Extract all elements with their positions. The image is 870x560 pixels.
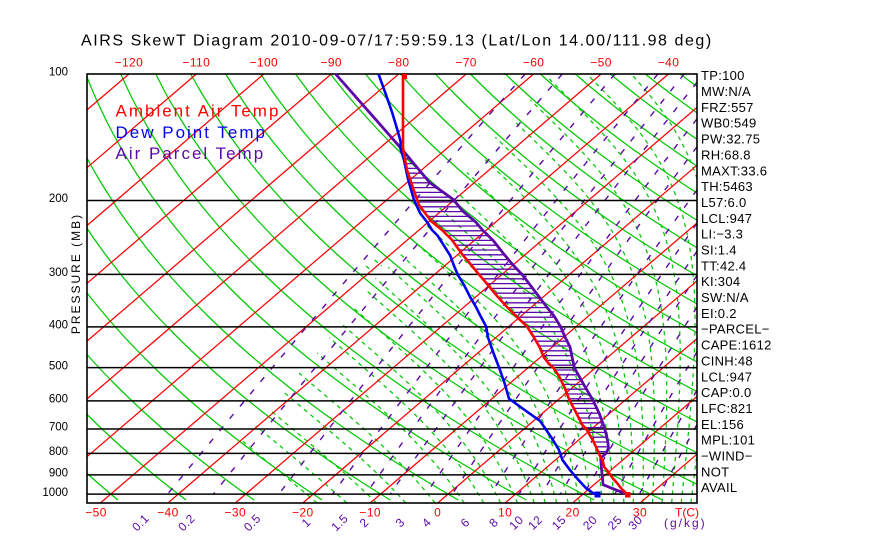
svg-text:Air Parcel Temp: Air Parcel Temp	[116, 144, 266, 163]
svg-text:−PARCEL−: −PARCEL−	[701, 322, 770, 337]
svg-text:L57:6.0: L57:6.0	[701, 195, 746, 210]
svg-text:WB0:549: WB0:549	[701, 116, 757, 131]
svg-text:FRZ:557: FRZ:557	[701, 100, 754, 115]
svg-text:20: 20	[566, 506, 580, 520]
svg-text:−60: −60	[523, 55, 545, 69]
svg-text:AVAIL: AVAIL	[701, 480, 737, 495]
svg-text:−100: −100	[249, 55, 278, 69]
svg-text:−50: −50	[590, 55, 612, 69]
svg-text:−120: −120	[115, 55, 144, 69]
svg-text:10: 10	[498, 506, 512, 520]
svg-text:RH:68.8: RH:68.8	[701, 147, 751, 162]
svg-text:KI:304: KI:304	[701, 274, 740, 289]
svg-text:LI:−3.3: LI:−3.3	[701, 227, 743, 242]
svg-text:700: 700	[49, 422, 68, 434]
svg-text:MAXT:33.6: MAXT:33.6	[701, 163, 767, 178]
svg-text:−80: −80	[388, 55, 410, 69]
svg-text:−90: −90	[320, 55, 342, 69]
svg-text:300: 300	[49, 267, 68, 279]
svg-text:−70: −70	[455, 55, 477, 69]
svg-text:−50: −50	[85, 506, 107, 520]
svg-text:PW:32.75: PW:32.75	[701, 132, 760, 147]
svg-text:200: 200	[49, 193, 68, 205]
svg-text:100: 100	[49, 67, 68, 79]
svg-text:−40: −40	[157, 506, 179, 520]
svg-text:NOT: NOT	[701, 464, 729, 479]
svg-text:CINH:48: CINH:48	[701, 353, 753, 368]
svg-text:−30: −30	[225, 506, 247, 520]
svg-text:500: 500	[49, 360, 68, 372]
svg-text:CAPE:1612: CAPE:1612	[701, 338, 772, 353]
svg-text:900: 900	[49, 468, 68, 480]
svg-text:SW:N/A: SW:N/A	[701, 290, 749, 305]
svg-text:LFC:821: LFC:821	[701, 401, 753, 416]
svg-text:800: 800	[49, 446, 68, 458]
svg-text:EI:0.2: EI:0.2	[701, 306, 737, 321]
svg-text:TT:42.4: TT:42.4	[701, 258, 746, 273]
svg-text:MPL:101: MPL:101	[701, 433, 755, 448]
svg-text:30: 30	[633, 506, 647, 520]
svg-text:CAP:0.0: CAP:0.0	[701, 385, 752, 400]
svg-text:Dew Point Temp: Dew Point Temp	[116, 123, 267, 142]
svg-text:Ambient Air Temp: Ambient Air Temp	[116, 102, 281, 121]
svg-text:TH:5463: TH:5463	[701, 179, 753, 194]
svg-text:−40: −40	[658, 55, 680, 69]
svg-text:SI:1.4: SI:1.4	[701, 243, 737, 258]
svg-text:(g/kg): (g/kg)	[664, 516, 707, 530]
svg-text:TP:100: TP:100	[701, 68, 745, 83]
svg-text:LCL:947: LCL:947	[701, 369, 752, 384]
svg-text:400: 400	[49, 320, 68, 332]
svg-text:600: 600	[49, 394, 68, 406]
svg-text:−10: −10	[359, 506, 381, 520]
svg-text:AIRS SkewT Diagram 2010-09-07/: AIRS SkewT Diagram 2010-09-07/17:59:59.1…	[81, 32, 713, 49]
svg-text:LCL:947: LCL:947	[701, 211, 752, 226]
svg-text:0: 0	[434, 506, 441, 520]
svg-text:−20: −20	[292, 506, 314, 520]
svg-text:T(C): T(C)	[675, 506, 699, 520]
svg-text:1000: 1000	[42, 487, 68, 499]
svg-text:−110: −110	[182, 55, 210, 69]
svg-text:PRESSURE (MB): PRESSURE (MB)	[69, 213, 83, 334]
svg-text:MW:N/A: MW:N/A	[701, 84, 751, 99]
svg-text:EL:156: EL:156	[701, 417, 744, 432]
svg-text:−WIND−: −WIND−	[701, 449, 753, 464]
